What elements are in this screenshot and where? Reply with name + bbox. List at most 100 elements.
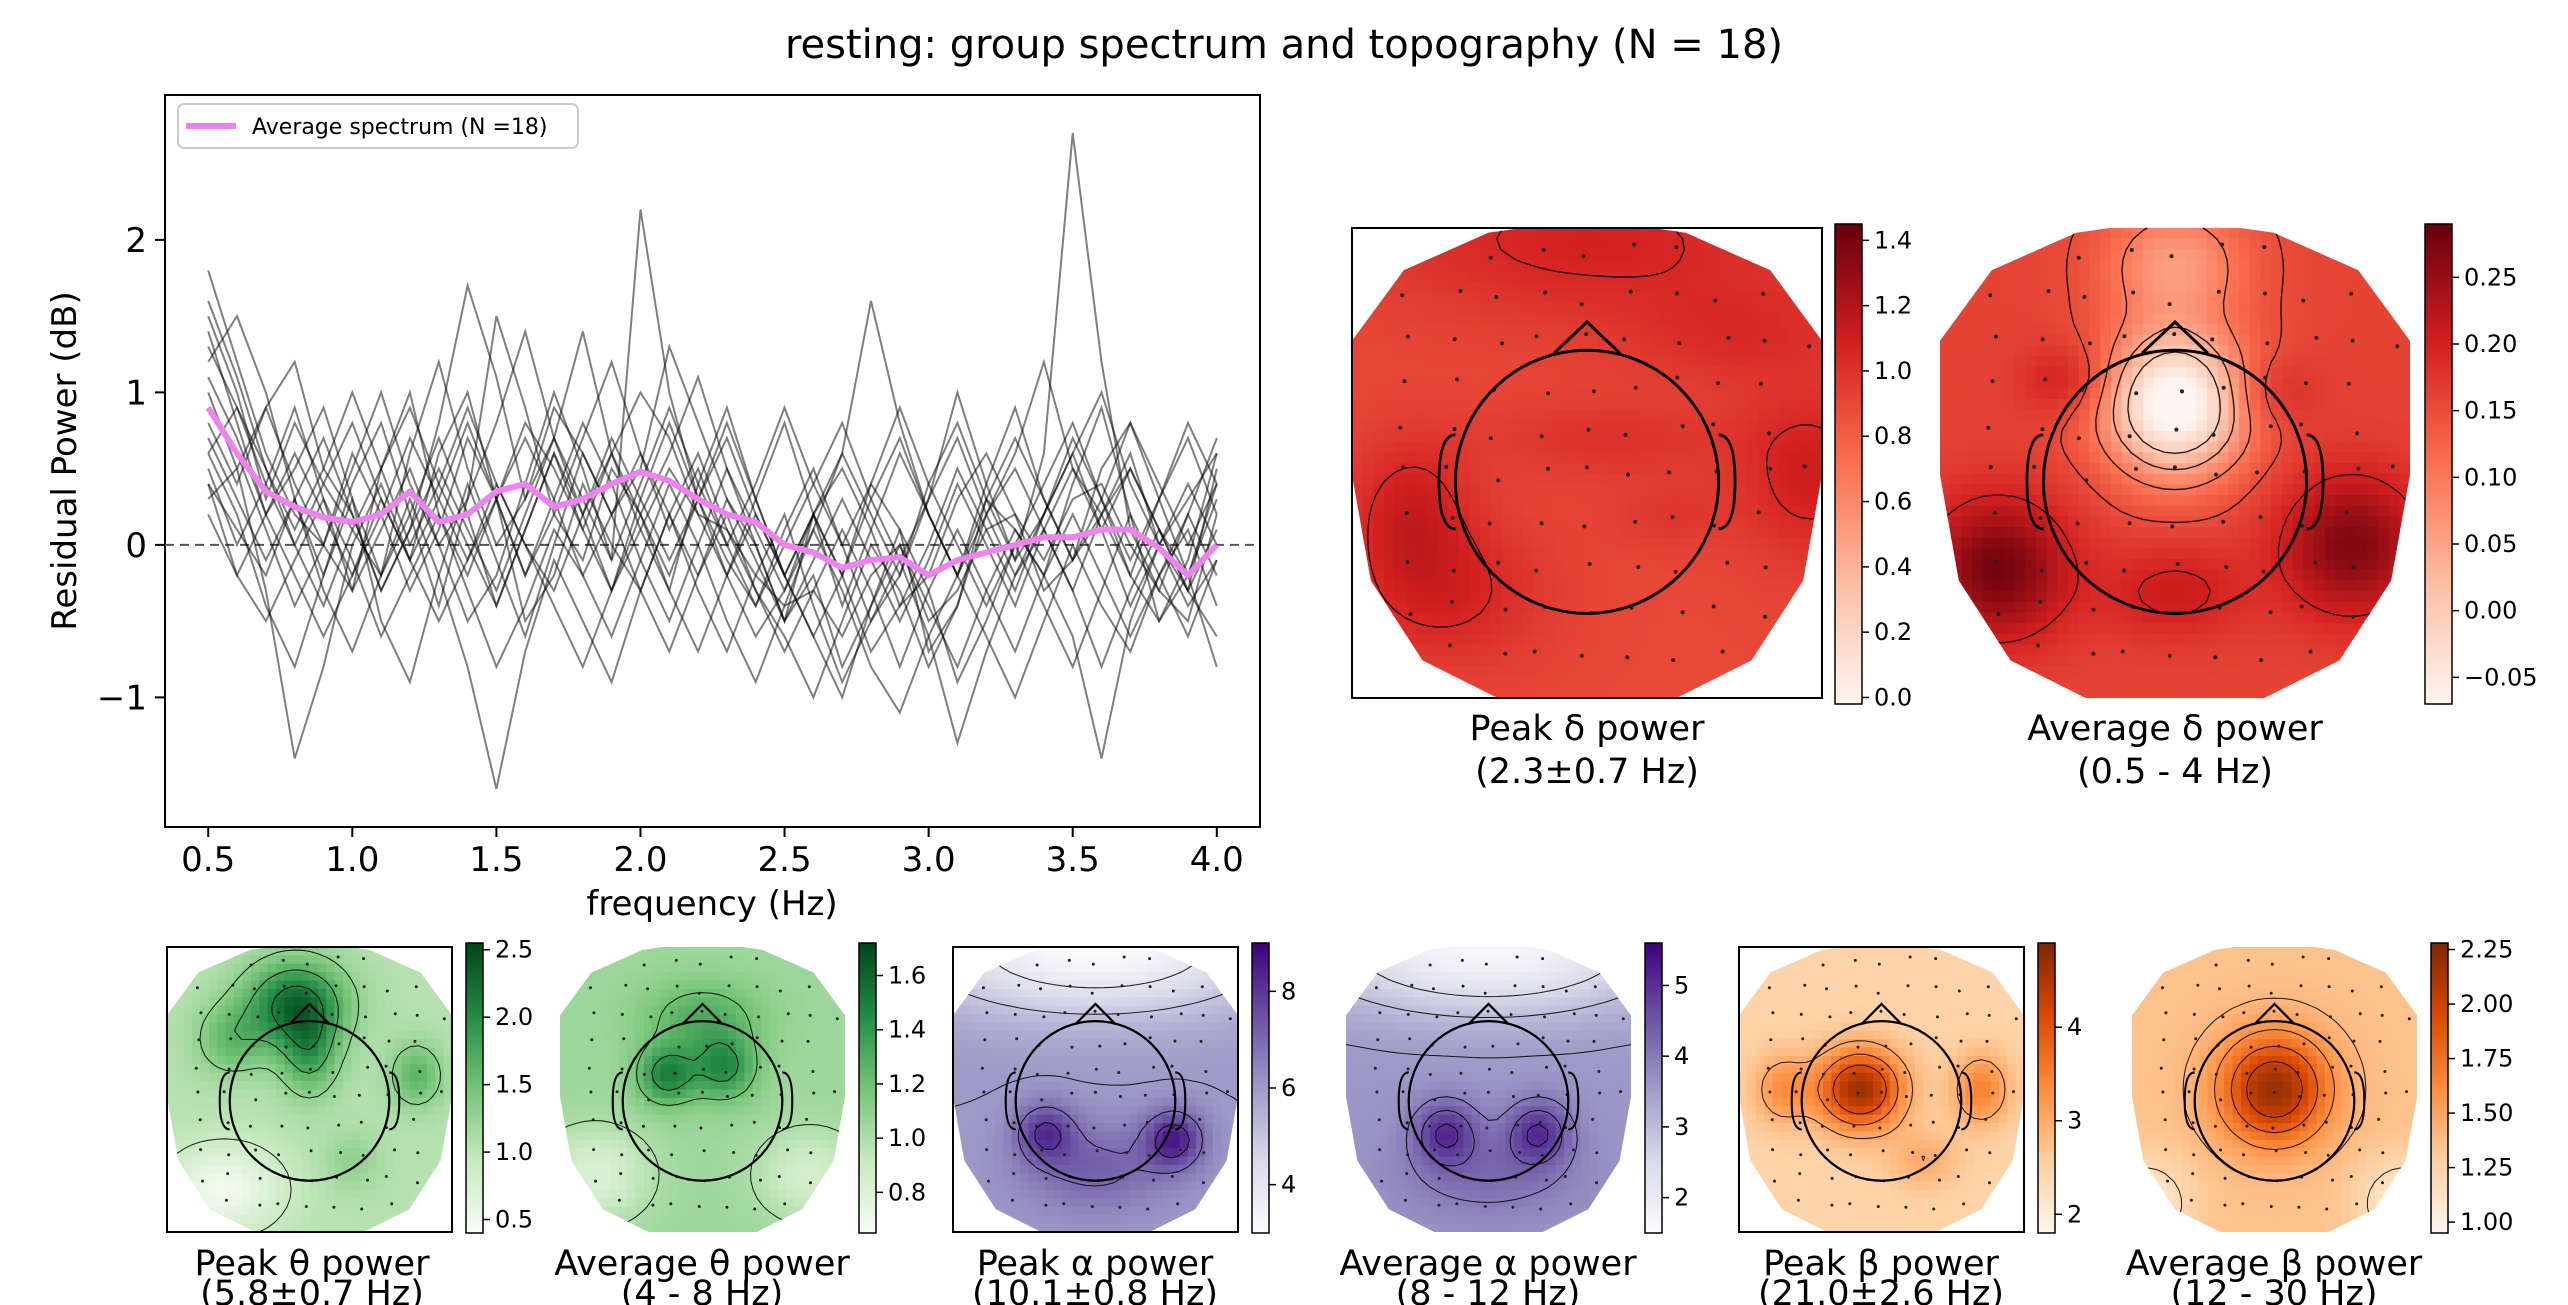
topomap-cell [326,980,336,990]
topomap-cell [1576,388,1588,400]
topomap-cell [2207,377,2219,390]
topomap-cell [2260,270,2272,283]
topomap-cell [1768,270,1781,283]
topomap-cell [359,1123,369,1133]
topomap-cell [2335,430,2347,443]
topomap-cell [1597,601,1610,614]
topomap-cell [2303,292,2315,304]
topomap-cell [1544,324,1556,336]
topomap-cell [1362,281,1375,293]
topomap-cell [2303,527,2315,539]
topomap-cell [242,955,252,965]
topomap-cell [1394,345,1407,357]
topomap-cell [1651,655,1663,667]
topomap-cell [2132,665,2144,678]
topomap-cell [1950,463,1963,475]
topomap-cell [2313,345,2326,357]
topomap-cell [2004,559,2016,571]
topomap-cell [1779,345,1791,357]
topomap-cell [2281,644,2294,657]
topomap-cell [1683,463,1695,475]
topomap-cell [2057,473,2069,486]
topomap-cell [1640,463,1652,475]
topomap-cell [2078,505,2091,518]
topomap-cell [2142,591,2155,603]
topomap-cell [2249,409,2262,422]
topomap-cell [2249,292,2262,304]
topomap-cell [2324,676,2337,689]
topomap-cell [1725,334,1738,347]
topomap-cell [1480,441,1492,454]
topomap-cell [2207,527,2219,539]
topomap-cell [2014,676,2027,689]
topomap-cell [2207,409,2219,422]
topomap-cell [1982,505,1995,518]
topomap-cell [1565,430,1578,443]
topomap-cell [1768,430,1781,443]
topomap-cell [267,947,277,957]
topomap-cell [1672,409,1684,422]
topomap-cell [1597,484,1610,496]
topomap-cell [1789,484,1802,496]
topomap-cell [2388,537,2401,550]
topomap-cell [401,1123,411,1133]
topomap-cell [2110,505,2123,518]
topomap-cell [2292,665,2304,678]
topomap-cell [1619,527,1631,539]
topomap-cell [2068,505,2080,518]
topomap-cell [2036,676,2048,689]
topomap-cell [2207,580,2219,592]
topomap-cell [435,988,445,999]
topomap-cell [2153,505,2166,518]
topomap-cell [225,980,235,990]
topomap-cell [1715,473,1727,486]
topomap-cell [426,1047,437,1057]
topomap-cell [1565,377,1578,390]
topomap-cell [1458,292,1471,304]
topomap-cell [250,955,260,965]
topomap-cell [225,1005,235,1015]
topomap-cell [183,1081,193,1091]
topomap-cell [2303,591,2315,603]
topomap-cell [2249,473,2262,486]
topomap-cell [2249,313,2262,325]
topomap-cell [1704,569,1716,582]
topomap-cell [1362,484,1375,496]
topomap-cell [359,1030,369,1040]
topomap-cell [410,1005,420,1015]
topomap-cell [351,1089,361,1099]
topomap-cell [2367,345,2379,357]
topomap-cell [418,1114,428,1124]
topomap-cell [1512,249,1524,261]
topomap-cell [317,972,328,982]
topomap-cell [1693,484,1706,496]
topomap-cell [1640,601,1652,614]
topomap-cell [2175,420,2187,432]
topomap-cell [1458,591,1471,603]
topomap-cell [435,1047,445,1057]
topomap-cell [2164,292,2176,304]
subject-spectrum-line-15 [207,358,1218,593]
topomap-cell [1426,644,1439,657]
topomap-cell [309,1139,319,1149]
topomap-cell [2196,334,2208,347]
topomap-cell [2313,548,2326,560]
topomap-cell [2110,601,2123,614]
topomap-cell [2185,334,2198,347]
topomap-cell [2356,676,2369,689]
topomap-cell [1394,473,1407,486]
topomap-cell [2249,623,2262,635]
topomap-cell [2185,655,2198,667]
topomap-cell [1469,409,1481,422]
topomap-cell [309,1005,319,1015]
topomap-cell [1972,302,1984,315]
topomap-cell [1993,505,2005,518]
topomap-cell [1384,313,1396,325]
topomap-cell [1362,249,1375,261]
topomap-cell [175,972,185,982]
topomap-cell [1651,356,1663,368]
topomap-cell [2100,559,2112,571]
topomap-cell [259,1139,269,1149]
topomap-cell [1779,430,1791,443]
topomap-cell [2228,260,2240,272]
